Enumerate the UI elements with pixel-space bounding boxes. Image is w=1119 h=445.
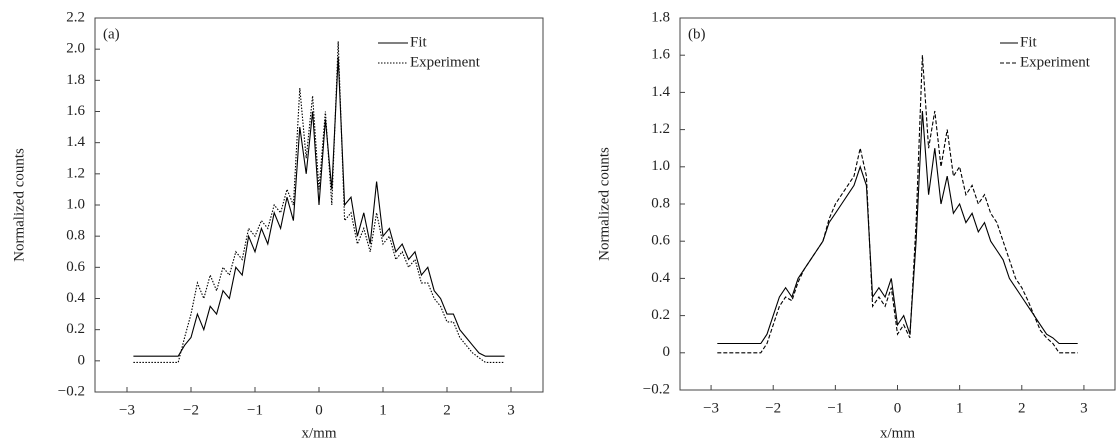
- x-tick-label: 0: [894, 400, 902, 416]
- y-tick-label: 0.8: [651, 195, 670, 211]
- x-tick-label: −1: [247, 402, 263, 418]
- y-tick-label: 1.0: [651, 158, 670, 174]
- y-tick-label: 0: [663, 344, 671, 360]
- x-tick-label: 2: [443, 402, 451, 418]
- y-tick-label: 2.0: [66, 41, 85, 57]
- x-tick-label: −1: [827, 400, 843, 416]
- y-tick-label: 0.2: [651, 307, 670, 323]
- data-line: [717, 110, 1078, 345]
- y-tick-label: 1.0: [66, 196, 85, 212]
- y-axis-label: Normalized counts: [11, 148, 27, 262]
- legend-label: Fit: [1020, 34, 1038, 50]
- x-tick-label: −3: [703, 400, 719, 416]
- y-tick-label: 0.4: [651, 270, 670, 286]
- legend-label: Experiment: [1020, 54, 1091, 70]
- y-tick-label: 1.4: [66, 134, 85, 150]
- panel-label: (a): [103, 26, 120, 42]
- y-tick-label: −0.2: [58, 383, 85, 399]
- data-line: [717, 55, 1078, 354]
- panel-label: (b): [688, 26, 706, 42]
- x-axis-label: x/mm: [301, 425, 336, 441]
- x-tick-label: −2: [183, 402, 199, 418]
- legend-label: Fit: [410, 34, 428, 50]
- x-tick-label: 2: [1018, 400, 1026, 416]
- x-axis-label: x/mm: [880, 425, 915, 441]
- x-tick-label: −3: [119, 402, 135, 418]
- y-tick-label: 1.8: [66, 72, 85, 88]
- y-tick-label: 0.2: [66, 321, 85, 337]
- x-tick-label: 0: [315, 402, 323, 418]
- x-tick-label: 1: [379, 402, 387, 418]
- y-tick-label: 0.6: [651, 233, 670, 249]
- x-tick-label: 3: [507, 402, 515, 418]
- data-line: [133, 41, 505, 363]
- y-tick-label: 1.2: [651, 121, 670, 137]
- legend-label: Experiment: [410, 54, 481, 70]
- y-tick-label: 2.2: [66, 9, 85, 25]
- y-tick-label: 1.6: [66, 103, 85, 119]
- y-tick-label: 1.6: [651, 47, 670, 63]
- y-axis-label: Normalized counts: [596, 147, 612, 261]
- y-tick-label: 0: [78, 352, 86, 368]
- x-tick-label: 3: [1080, 400, 1088, 416]
- y-tick-label: −0.2: [643, 381, 670, 397]
- y-tick-label: 0.6: [66, 259, 85, 275]
- x-tick-label: 1: [956, 400, 964, 416]
- y-tick-label: 0.4: [66, 290, 85, 306]
- x-tick-label: −2: [765, 400, 781, 416]
- y-tick-label: 0.8: [66, 228, 85, 244]
- y-tick-label: 1.4: [651, 84, 670, 100]
- data-line: [133, 56, 505, 357]
- y-tick-label: 1.2: [66, 165, 85, 181]
- y-tick-label: 1.8: [651, 9, 670, 25]
